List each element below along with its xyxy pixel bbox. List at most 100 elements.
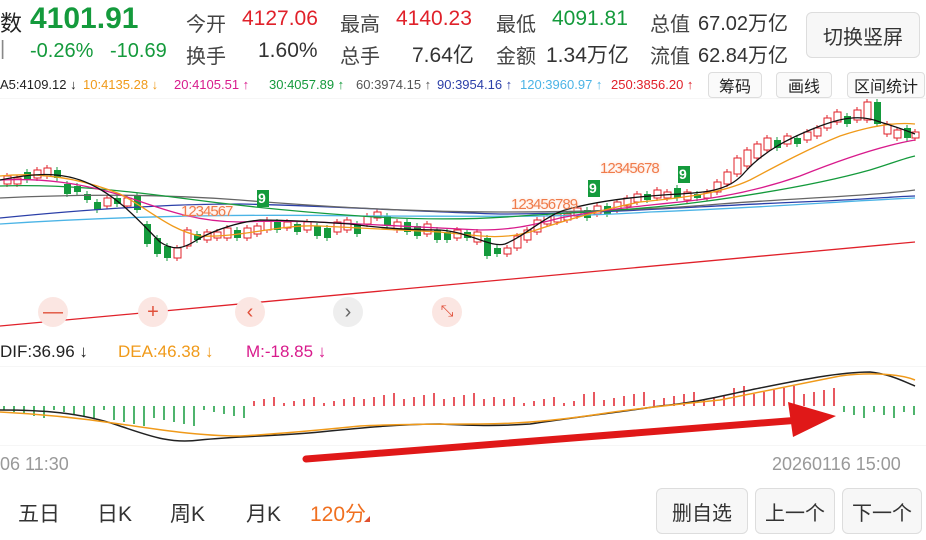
ma10-label: 10:4135.28 ↓ bbox=[83, 77, 159, 92]
index-title: 数 bbox=[0, 11, 23, 36]
ma20-label: 20:4105.51 ↑ bbox=[174, 77, 250, 92]
candle-body bbox=[64, 184, 71, 194]
amount-value: 1.34万亿 bbox=[546, 44, 629, 67]
ma30-line bbox=[0, 155, 916, 220]
candle-body bbox=[674, 188, 681, 198]
high-label: 最高 bbox=[340, 14, 380, 36]
switch-portrait-button[interactable]: 切换竖屏 bbox=[806, 12, 920, 58]
zoom-in-button[interactable]: + bbox=[138, 297, 168, 327]
ma60-label: 60:3974.15 ↑ bbox=[356, 77, 432, 92]
candle-body bbox=[644, 194, 651, 200]
candle-body bbox=[484, 238, 491, 256]
macd-dif: DIF:36.96 ↓ bbox=[0, 342, 88, 361]
candle-body bbox=[294, 224, 301, 232]
candle-body bbox=[423, 223, 432, 235]
candle-body bbox=[473, 231, 482, 243]
tab-five-day[interactable]: 五日 bbox=[18, 503, 60, 526]
candle-body bbox=[74, 186, 81, 192]
candle-body bbox=[494, 248, 501, 254]
scroll-right-button[interactable]: › bbox=[333, 297, 363, 327]
tab-month-k[interactable]: 月K bbox=[246, 503, 282, 526]
ma90-line bbox=[0, 195, 916, 219]
ma5-label: A5:4109.12 ↓ bbox=[0, 77, 77, 92]
delete-watchlist-button[interactable]: 删自选 bbox=[656, 488, 748, 534]
candle-body bbox=[533, 219, 542, 233]
draw-line-button[interactable]: 画线 bbox=[776, 72, 832, 98]
ma120-label: 120:3960.97 ↑ bbox=[520, 77, 603, 92]
tab-day-k[interactable]: 日K bbox=[97, 503, 133, 526]
tab-120min[interactable]: 120分 bbox=[310, 503, 367, 526]
float-mv-value: 62.84万亿 bbox=[698, 45, 789, 67]
candle-body bbox=[94, 202, 101, 210]
next-button[interactable]: 下一个 bbox=[842, 488, 922, 534]
macd-m: M:-18.85 ↓ bbox=[246, 342, 327, 361]
candle-body bbox=[523, 229, 532, 241]
td-sequence-3: 12345678 bbox=[600, 160, 660, 177]
candle-body bbox=[13, 177, 22, 185]
candle-body bbox=[373, 211, 382, 219]
dea-line bbox=[0, 373, 916, 437]
td-sequence-2: 123456789 bbox=[511, 196, 578, 213]
time-axis-right: 20260116 15:00 bbox=[772, 454, 901, 474]
range-stats-button[interactable]: 区间统计 bbox=[847, 72, 925, 98]
ma250-label: 250:3856.20 ↑ bbox=[611, 77, 694, 92]
candle-body bbox=[354, 224, 361, 234]
zoom-out-button[interactable]: — bbox=[38, 297, 68, 327]
td-sequence-1-last: 9 bbox=[258, 190, 266, 206]
ma30-label: 30:4057.89 ↑ bbox=[269, 77, 345, 92]
candle-body bbox=[183, 229, 192, 247]
candles bbox=[3, 99, 920, 261]
td-badge-1 bbox=[257, 190, 269, 207]
total-mv-label: 总值 bbox=[650, 14, 690, 36]
open-label: 今开 bbox=[186, 14, 226, 36]
low-label: 最低 bbox=[496, 14, 536, 36]
ma20-line bbox=[0, 139, 916, 231]
candle-body bbox=[723, 171, 732, 185]
candle-body bbox=[503, 247, 512, 255]
candle-body bbox=[794, 138, 801, 144]
candle-body bbox=[743, 149, 752, 167]
turnover-value: 1.60% bbox=[258, 39, 318, 62]
candle-body bbox=[753, 143, 762, 159]
edge-mark: | bbox=[0, 38, 6, 60]
candle-body bbox=[324, 228, 331, 238]
candle-body bbox=[194, 234, 201, 240]
td-sequence-3-last: 9 bbox=[679, 166, 687, 182]
ma120-line bbox=[0, 197, 916, 225]
candle-body bbox=[144, 224, 151, 244]
collapse-icon[interactable]: ⤡ bbox=[432, 297, 462, 327]
candle-body bbox=[384, 216, 391, 226]
candle-body bbox=[103, 197, 112, 207]
candle-body bbox=[833, 111, 842, 123]
candle-body bbox=[713, 181, 722, 193]
candle-body bbox=[84, 194, 91, 200]
change-percent: -0.26% bbox=[30, 40, 94, 62]
ma5-line bbox=[0, 117, 916, 249]
candle-body bbox=[874, 102, 881, 124]
candle-body bbox=[343, 219, 352, 231]
ma10-line bbox=[0, 122, 916, 238]
candle-body bbox=[173, 247, 182, 259]
td-sequence-1: 1234567 bbox=[181, 203, 233, 220]
td-badge-2 bbox=[588, 180, 600, 197]
total-mv-value: 67.02万亿 bbox=[698, 13, 789, 35]
td-badge-3 bbox=[678, 166, 690, 183]
candle-body bbox=[694, 194, 701, 198]
candle-body bbox=[774, 140, 781, 148]
candle-body bbox=[54, 170, 61, 178]
candle-body bbox=[314, 226, 321, 236]
scroll-left-button[interactable]: ‹ bbox=[235, 297, 265, 327]
previous-button[interactable]: 上一个 bbox=[755, 488, 835, 534]
turnover-label: 换手 bbox=[186, 46, 226, 68]
macd-histogram bbox=[3, 386, 915, 426]
open-value: 4127.06 bbox=[242, 7, 318, 30]
high-value: 4140.23 bbox=[396, 7, 472, 30]
tab-week-k[interactable]: 周K bbox=[170, 503, 206, 526]
tab-dropdown-icon bbox=[364, 516, 370, 522]
chips-button[interactable]: 筹码 bbox=[708, 72, 762, 98]
low-value: 4091.81 bbox=[552, 7, 628, 30]
volume-label: 总手 bbox=[340, 46, 380, 68]
candle-body bbox=[863, 101, 872, 121]
kline-chart[interactable] bbox=[0, 98, 926, 334]
macd-dea: DEA:46.38 ↓ bbox=[118, 342, 214, 361]
